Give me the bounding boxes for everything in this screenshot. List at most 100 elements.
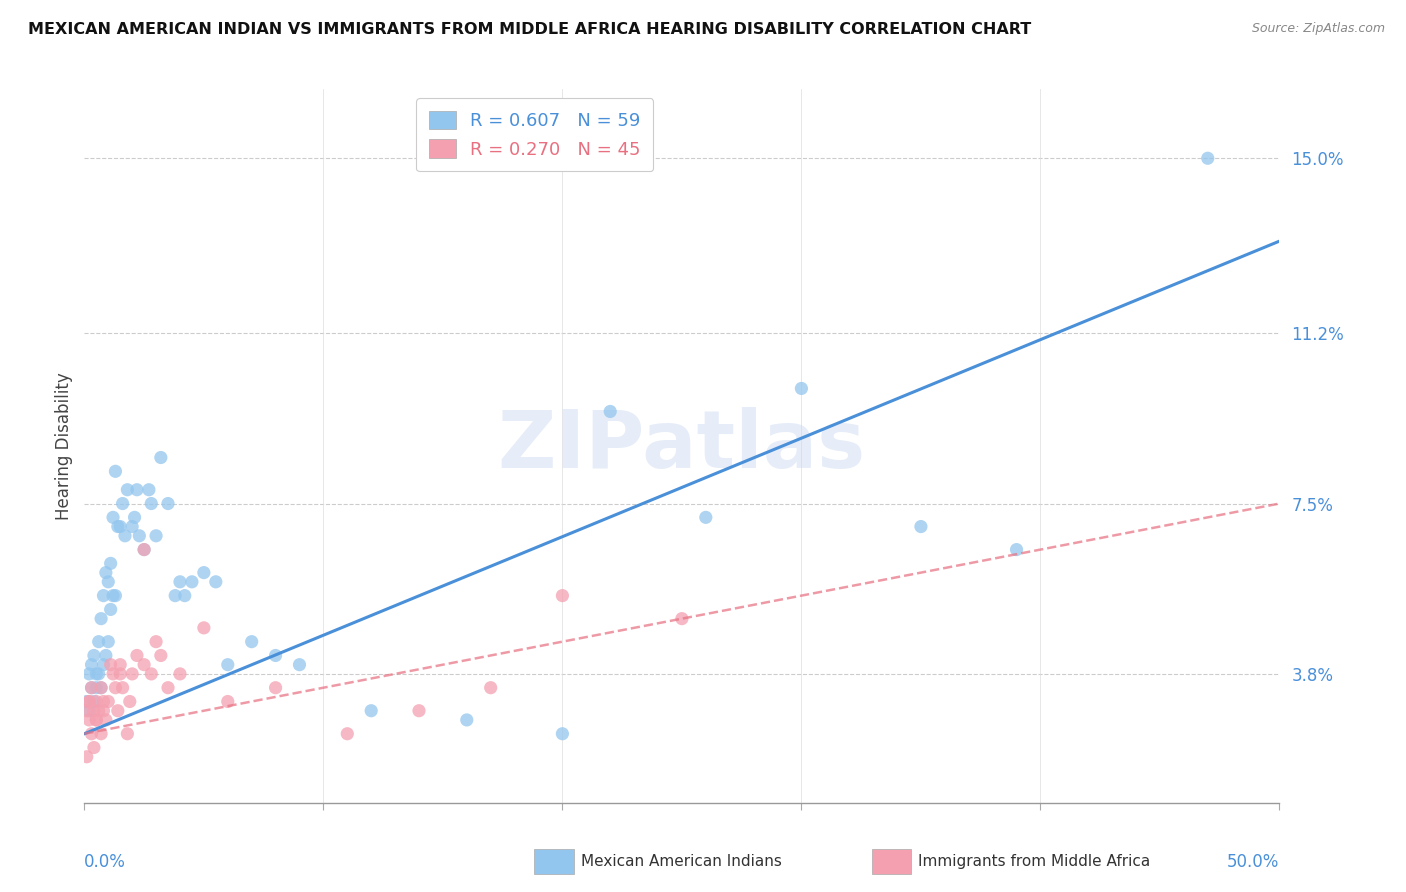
Point [76,704,98,718]
Point [93,694,115,708]
Point [111,497,134,511]
Point [87,704,110,718]
Point [132,657,156,672]
Point [551,589,574,603]
Point [193,621,215,635]
Point [790,381,813,395]
Text: Mexican American Indians: Mexican American Indians [581,855,782,869]
Text: ZIPatlas: ZIPatlas [498,407,866,485]
Point [169,666,191,681]
Point [101,589,124,603]
Point [80,727,103,741]
Point [264,681,287,695]
Point [132,542,156,557]
Point [87,634,110,648]
Point [110,666,132,681]
Point [169,574,191,589]
Point [100,557,122,571]
Point [84,713,107,727]
Point [180,574,202,589]
Point [264,648,287,663]
Point [217,694,239,708]
Point [94,648,117,663]
Point [97,574,120,589]
Point [479,681,502,695]
Text: Source: ZipAtlas.com: Source: ZipAtlas.com [1251,22,1385,36]
Point [77,713,100,727]
Point [125,483,148,497]
Point [104,464,127,478]
Point [240,634,263,648]
Point [173,589,195,603]
Point [84,713,107,727]
Point [93,657,115,672]
Point [910,519,932,533]
Point [87,666,110,681]
Point [93,589,115,603]
Point [84,694,107,708]
Point [456,713,478,727]
Point [110,519,132,533]
Point [94,566,117,580]
Point [100,602,122,616]
Point [141,497,163,511]
Point [90,681,112,695]
Point [97,694,120,708]
Point [360,704,382,718]
Point [141,666,163,681]
Point [76,749,98,764]
Point [83,704,105,718]
Text: MEXICAN AMERICAN INDIAN VS IMMIGRANTS FROM MIDDLE AFRICA HEARING DISABILITY CORR: MEXICAN AMERICAN INDIAN VS IMMIGRANTS FR… [28,22,1032,37]
Point [671,612,693,626]
Point [111,681,134,695]
Point [77,704,100,718]
Point [77,694,100,708]
Point [138,483,160,497]
Point [80,657,103,672]
Legend: R = 0.607   N = 59, R = 0.270   N = 45: R = 0.607 N = 59, R = 0.270 N = 45 [416,98,654,171]
Point [121,666,143,681]
Point [128,529,150,543]
Point [149,648,172,663]
Point [101,666,124,681]
Y-axis label: Hearing Disability: Hearing Disability [55,372,73,520]
Point [551,727,574,741]
Point [1005,542,1028,557]
Point [165,589,187,603]
Point [117,483,139,497]
Point [83,740,105,755]
Point [1197,151,1219,165]
Point [83,648,105,663]
Point [90,612,112,626]
Point [121,519,143,533]
Point [217,657,239,672]
Point [84,666,107,681]
Point [100,657,122,672]
Point [125,648,148,663]
Text: Immigrants from Middle Africa: Immigrants from Middle Africa [918,855,1150,869]
Point [80,681,103,695]
Point [149,450,172,465]
Point [157,497,180,511]
Point [118,694,141,708]
Point [124,510,146,524]
Point [90,727,112,741]
Point [145,529,167,543]
Point [599,404,621,418]
Point [104,589,127,603]
Point [336,727,359,741]
Point [107,519,129,533]
Point [80,681,103,695]
Point [90,681,112,695]
Point [84,681,107,695]
Point [83,694,105,708]
Point [94,713,117,727]
Point [104,681,127,695]
Point [193,566,215,580]
Point [110,657,132,672]
Text: 0.0%: 0.0% [84,853,127,871]
Point [76,694,98,708]
Point [93,704,115,718]
Point [107,704,129,718]
Point [77,694,100,708]
